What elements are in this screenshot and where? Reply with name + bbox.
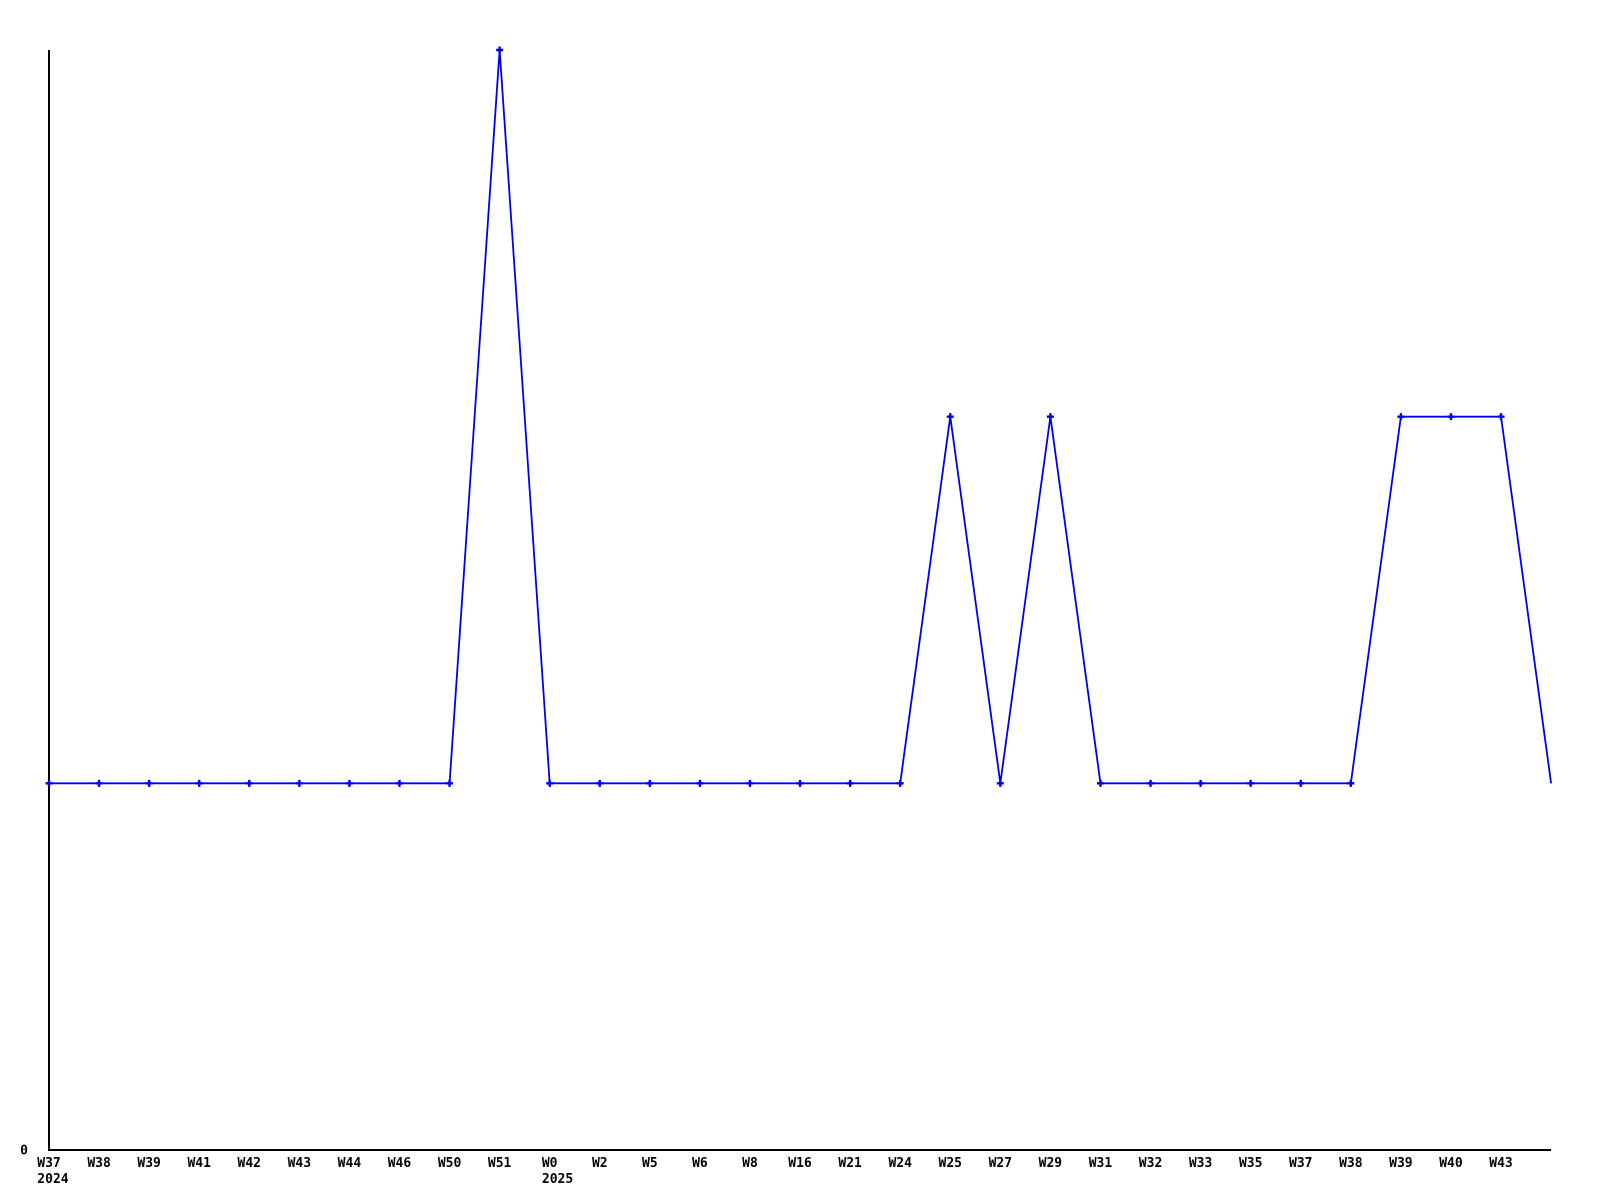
x-axis-tick-label: W37 xyxy=(37,1156,60,1171)
data-line xyxy=(49,49,1552,785)
x-axis-tick-label: W6 xyxy=(692,1156,708,1171)
x-axis-tick-label: W41 xyxy=(187,1156,211,1171)
x-axis-tick-label: W39 xyxy=(137,1156,160,1171)
y-axis-tick-label-zero: 0 xyxy=(20,1144,28,1159)
x-axis-tick-label: W32 xyxy=(1139,1156,1162,1171)
x-axis-tick-label: W43 xyxy=(288,1156,311,1171)
x-axis-tick-label: W27 xyxy=(989,1156,1012,1171)
x-axis-tick-label: W43 xyxy=(1489,1156,1512,1171)
x-axis-tick-label: W35 xyxy=(1239,1156,1262,1171)
axis-lines xyxy=(48,50,1552,1151)
x-axis-year-label: 2025 xyxy=(542,1172,573,1187)
x-axis-tick-label: W29 xyxy=(1039,1156,1062,1171)
x-axis-tick-label: W0 xyxy=(542,1156,558,1171)
x-axis-tick-label: W39 xyxy=(1389,1156,1412,1171)
x-axis-tick-label: W38 xyxy=(87,1156,111,1171)
x-axis-tick-label: W46 xyxy=(388,1156,412,1171)
x-axis-tick-label: W24 xyxy=(888,1156,912,1171)
x-axis-tick-label: W8 xyxy=(742,1156,758,1171)
x-axis-tick-label: W44 xyxy=(338,1156,362,1171)
x-axis-tick-label: W25 xyxy=(939,1156,962,1171)
x-axis-tick-label: W5 xyxy=(642,1156,658,1171)
x-axis-tick-label: W50 xyxy=(438,1156,462,1171)
x-axis-tick-label: W31 xyxy=(1089,1156,1113,1171)
x-axis-tick-label: W38 xyxy=(1339,1156,1363,1171)
x-axis-tick-label: W33 xyxy=(1189,1156,1212,1171)
x-axis-tick-label: W40 xyxy=(1439,1156,1463,1171)
x-axis-tick-label: W51 xyxy=(488,1156,512,1171)
x-axis-tick-label: W16 xyxy=(788,1156,812,1171)
x-axis-tick-label: W2 xyxy=(592,1156,608,1171)
x-axis-tick-label: W37 xyxy=(1289,1156,1312,1171)
x-axis-tick-label: W42 xyxy=(238,1156,261,1171)
x-axis-year-label: 2024 xyxy=(37,1172,68,1187)
x-axis-tick-label: W21 xyxy=(838,1156,862,1171)
data-point-markers xyxy=(45,46,1505,787)
